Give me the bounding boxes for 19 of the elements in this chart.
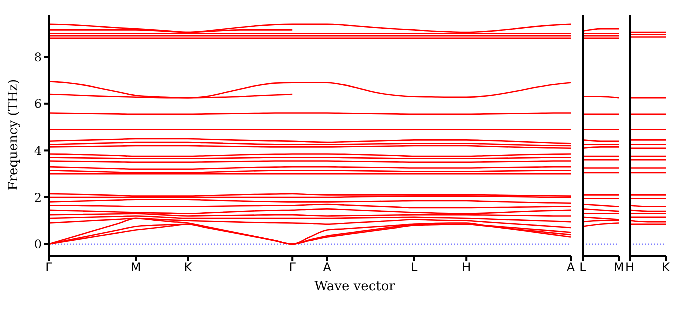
y-axis-title: Frequency (THz)	[6, 79, 22, 191]
x-tick-label: M	[130, 260, 142, 275]
x-tick-label: K	[662, 260, 672, 275]
x-tick-label: L	[580, 260, 587, 275]
x-tick-label: L	[411, 260, 418, 275]
y-tick-label: 4	[34, 144, 42, 158]
y-tick-label: 0	[34, 238, 42, 252]
x-tick-label: A	[323, 260, 332, 275]
x-tick-label: Γ	[46, 260, 53, 275]
x-tick-label: K	[184, 260, 194, 275]
x-axis-title: Wave vector	[314, 280, 396, 294]
x-tick-label: H	[462, 260, 472, 275]
y-tick-label: 8	[34, 50, 42, 64]
x-tick-label: M	[614, 260, 624, 275]
x-tick-label: H	[625, 260, 635, 275]
y-tick-label: 2	[34, 190, 42, 205]
y-tick-label: 6	[34, 97, 42, 112]
x-tick-label: A	[566, 260, 576, 275]
x-tick-label: Γ	[289, 260, 296, 275]
